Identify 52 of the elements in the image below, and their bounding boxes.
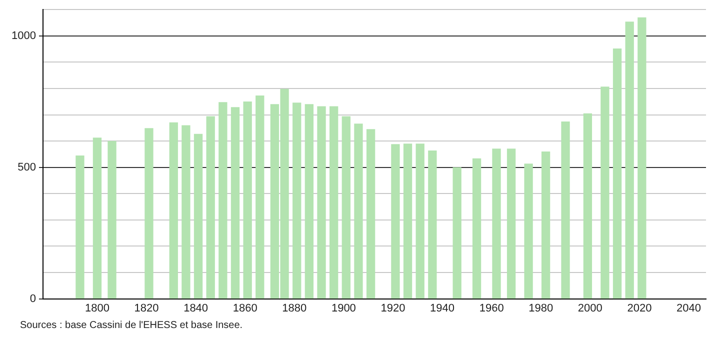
bar (206, 116, 215, 299)
bar (243, 102, 252, 299)
x-tick-label: 1900 (331, 302, 356, 314)
x-tick-label: 1880 (282, 302, 307, 314)
bar (256, 96, 264, 299)
bar (524, 164, 533, 299)
y-tick-label: 1000 (12, 30, 36, 42)
bar (304, 104, 314, 299)
y-tick-label: 0 (30, 292, 36, 305)
x-tick-label: 1860 (232, 302, 258, 314)
bar (561, 122, 570, 299)
bar (144, 128, 154, 299)
x-tick-label: 1980 (528, 302, 554, 314)
bar (583, 113, 592, 299)
bar (169, 122, 178, 299)
x-tick-label: 1940 (430, 302, 455, 314)
bar (230, 107, 240, 299)
bar (76, 155, 84, 299)
bar (541, 152, 550, 299)
y-tick-label: 500 (18, 161, 36, 174)
bar (416, 144, 424, 299)
x-tick-label: 1800 (84, 302, 110, 314)
x-tick-label: 1820 (134, 302, 159, 314)
bar (506, 148, 516, 299)
bar (218, 102, 228, 299)
bar (638, 17, 646, 299)
bar (391, 144, 400, 299)
x-tick-label: 2040 (676, 302, 701, 314)
bar (108, 140, 116, 299)
bar (330, 106, 338, 299)
x-tick-label: 2000 (578, 302, 602, 314)
bar (194, 134, 203, 299)
bar (492, 148, 501, 299)
source-note: Sources : base Cassini de l'EHESS et base Insee. (20, 320, 243, 331)
bar (403, 144, 412, 299)
bar (600, 86, 610, 299)
bar (625, 22, 634, 299)
bar (342, 116, 350, 299)
bar (92, 138, 102, 299)
bar (354, 124, 363, 299)
x-tick-label: 1840 (184, 302, 208, 314)
x-tick-label: 2020 (627, 302, 652, 314)
bar (612, 48, 622, 299)
bar (452, 167, 462, 299)
bar (428, 150, 437, 299)
bar (182, 125, 190, 299)
bar (317, 106, 326, 299)
bar (292, 102, 302, 299)
bar (366, 129, 376, 299)
x-tick-label: 1920 (380, 302, 406, 314)
bar (472, 158, 482, 299)
x-tick-label: 1960 (479, 302, 504, 314)
